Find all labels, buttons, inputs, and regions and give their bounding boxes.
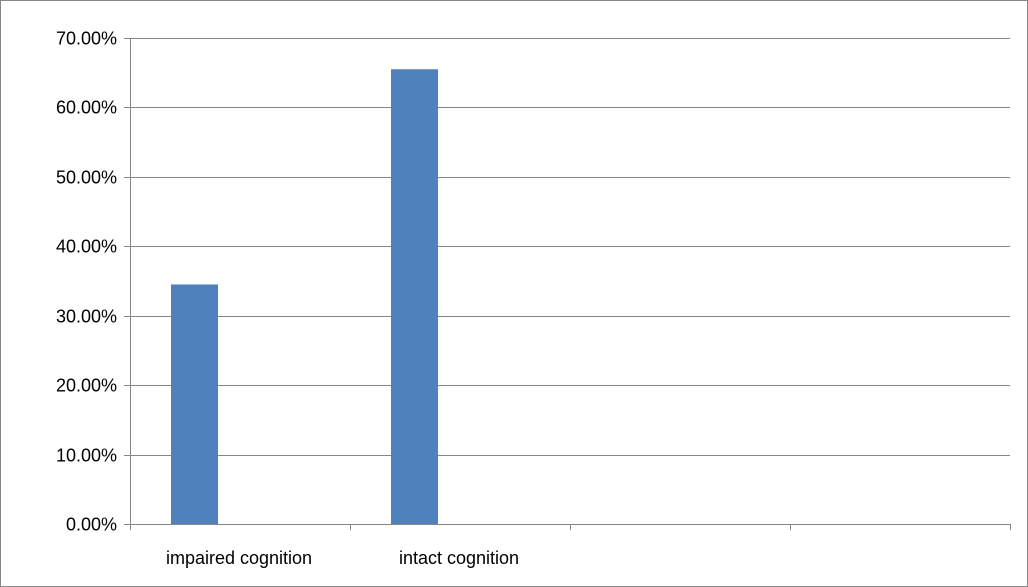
gridlines [124,38,1010,456]
bar [171,284,218,524]
y-tick-label: 10.00% [56,446,117,466]
y-tick-label: 0.00% [66,515,117,535]
y-tick-label: 70.00% [56,29,117,49]
y-tick-label: 50.00% [56,168,117,188]
y-tick-labels: 0.00% 10.00% 20.00% 30.00% 40.00% 50.00% 60.00… [56,29,117,535]
y-tick-label: 20.00% [56,376,117,396]
axes [124,38,1011,530]
y-tick-label: 60.00% [56,98,117,118]
y-tick-label: 30.00% [56,307,117,327]
x-category-label: impaired cognition [166,548,312,568]
bars [171,69,438,524]
x-category-labels: impaired cognition intact cognition [166,548,519,568]
y-tick-label: 40.00% [56,237,117,257]
x-category-label: intact cognition [399,548,519,568]
bar [391,69,438,524]
